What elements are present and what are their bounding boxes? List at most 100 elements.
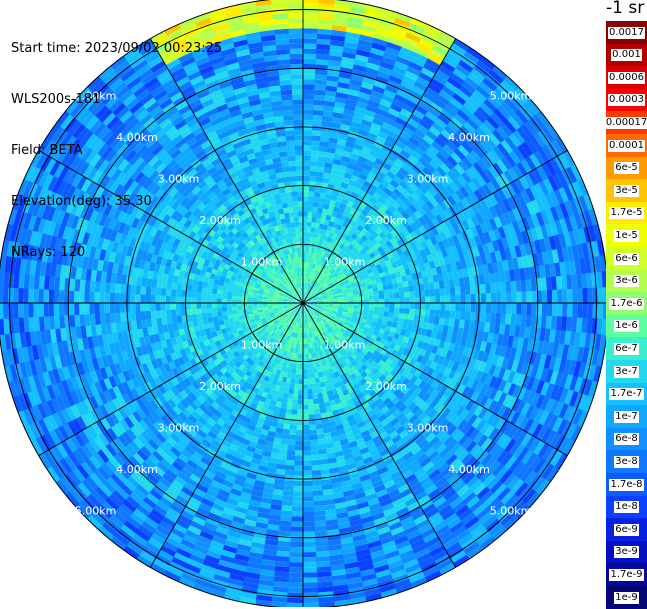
range-gate (303, 186, 309, 191)
range-gate (283, 176, 290, 182)
range-gate (151, 318, 157, 327)
range-gate (314, 90, 326, 96)
range-gate (315, 187, 322, 193)
range-gate (501, 303, 506, 314)
range-gate (302, 496, 313, 501)
range-gate (364, 303, 369, 307)
range-gate (481, 293, 486, 303)
range-gate (414, 309, 420, 316)
range-gate (298, 389, 303, 394)
range-gate (485, 313, 491, 324)
range-gate (470, 312, 476, 322)
range-gate (303, 176, 310, 181)
range-gate (316, 429, 324, 435)
range-gate (284, 414, 291, 420)
range-gate (506, 303, 511, 314)
range-gate (232, 306, 237, 310)
range-gate (312, 135, 321, 141)
range-gate (297, 415, 303, 420)
range-gate (394, 303, 399, 308)
range-gate (212, 307, 217, 312)
range-gate (369, 303, 374, 307)
range-gate (135, 285, 141, 294)
range-gate (296, 171, 303, 176)
range-gate (286, 403, 292, 409)
range-gate (303, 155, 311, 160)
range-gate (465, 285, 471, 294)
range-gate (400, 298, 405, 304)
range-gate (287, 202, 293, 208)
range-gate (455, 311, 461, 320)
range-gate (294, 222, 299, 227)
range-gate (140, 311, 146, 320)
range-gate (403, 281, 409, 288)
range-gate (105, 302, 110, 313)
range-gate (281, 505, 293, 511)
range-gate (186, 290, 192, 297)
range-gate (186, 303, 191, 309)
range-gate (232, 310, 238, 314)
range-gate (293, 481, 303, 486)
range-gate (303, 435, 311, 440)
range-gate (429, 310, 435, 318)
range-gate (222, 307, 227, 312)
range-gate (405, 303, 410, 309)
range-gate (151, 287, 157, 296)
range-gate (435, 296, 440, 304)
range-gate (318, 444, 327, 450)
range-gate (299, 379, 303, 384)
range-gate (281, 434, 289, 440)
range-gate (201, 308, 206, 314)
range-gate (308, 206, 314, 211)
range-gate (206, 293, 211, 299)
range-gate (368, 292, 374, 296)
range-gate (299, 374, 303, 379)
range-gate (434, 317, 440, 325)
range-gate (296, 166, 304, 171)
range-gate (297, 191, 303, 196)
range-gate (440, 310, 446, 318)
range-gate (211, 303, 216, 308)
range-gate (303, 450, 311, 455)
range-gate (490, 283, 496, 294)
range-gate (292, 506, 303, 511)
range-gate (303, 445, 311, 450)
range-gate (281, 95, 293, 101)
range-gate (217, 294, 222, 299)
range-gate (400, 303, 405, 309)
range-gate (384, 303, 389, 308)
range-gate (414, 285, 420, 292)
range-gate (201, 292, 207, 298)
range-gate (312, 393, 318, 399)
range-gate (292, 100, 303, 105)
range-gate (289, 212, 295, 218)
range-gate (292, 404, 298, 410)
range-gate (145, 311, 151, 320)
range-gate (293, 105, 304, 110)
range-gate (318, 449, 327, 455)
range-gate (314, 197, 320, 203)
range-gate (307, 379, 312, 384)
range-gate (315, 424, 322, 430)
range-gate (303, 486, 313, 491)
range-gate (287, 145, 296, 151)
range-gate (286, 140, 295, 146)
range-gate (296, 232, 300, 237)
range-gate (293, 115, 303, 120)
range-gate (378, 290, 384, 295)
range-gate (354, 303, 359, 306)
range-gate (312, 485, 323, 491)
range-gate (295, 374, 299, 379)
range-gate (312, 120, 322, 126)
range-gate (383, 289, 389, 294)
range-gate (303, 201, 309, 206)
range-gate (294, 466, 303, 471)
range-gate (296, 176, 303, 181)
range-gate (140, 286, 146, 295)
range-gate (283, 207, 289, 213)
range-gate (94, 302, 99, 313)
range-gate (303, 384, 308, 389)
range-gate (187, 314, 193, 321)
range-gate (289, 424, 296, 430)
range-gate (500, 313, 506, 324)
